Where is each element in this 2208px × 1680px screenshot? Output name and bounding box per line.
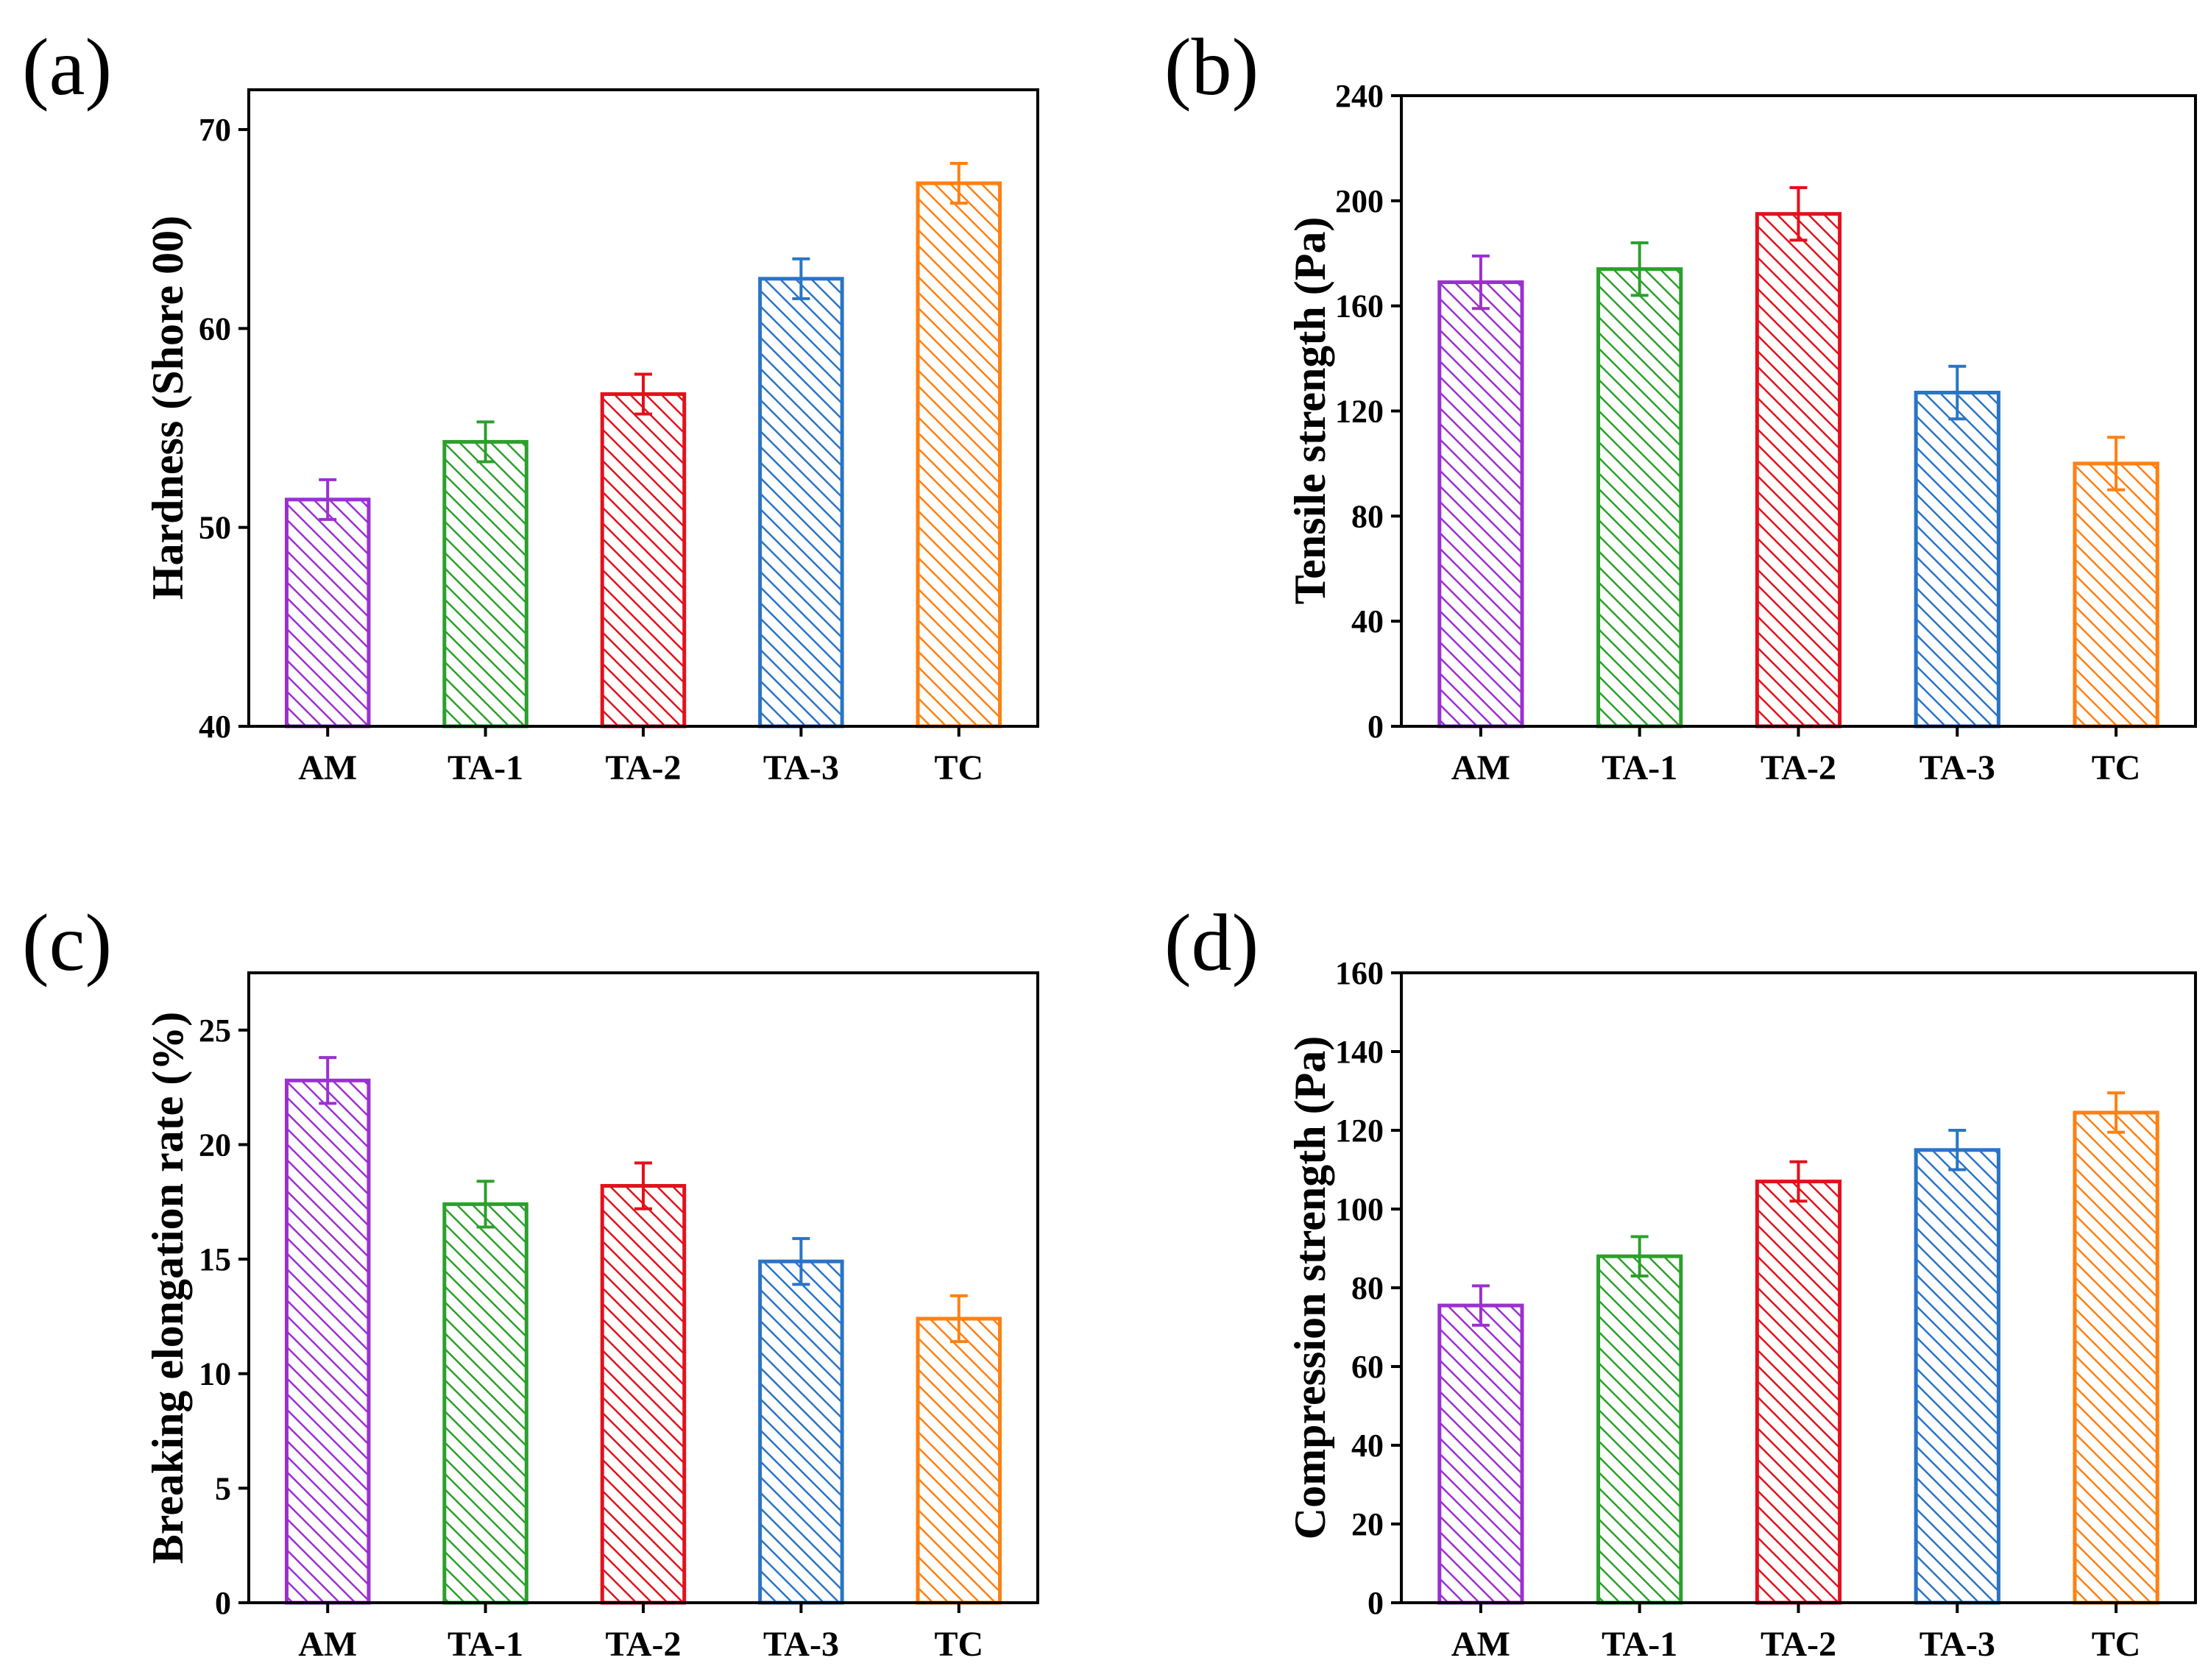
x-tick-label: TC: [2092, 1625, 2141, 1664]
plot-frame: [247, 88, 1039, 728]
y-tick-label: 80: [1351, 1270, 1384, 1306]
x-tick-label: TA-1: [447, 748, 523, 787]
x-tick-label: TC: [934, 748, 983, 787]
y-tick-label: 0: [1367, 1585, 1384, 1621]
plot-frame: [247, 971, 1039, 1604]
y-tick-label: 60: [1351, 1349, 1384, 1385]
y-tick-label: 20: [199, 1127, 231, 1163]
x-tick-label: TA-1: [1602, 748, 1677, 787]
x-tick-label: TA-1: [447, 1625, 523, 1664]
bar-ta-2: [1755, 1180, 1842, 1605]
plot-frame: [1400, 971, 2197, 1604]
bar-tc: [2073, 461, 2159, 729]
y-tick-label: 10: [199, 1356, 231, 1392]
y-tick-label: 20: [1351, 1506, 1384, 1542]
x-tick-label: TA-2: [605, 1625, 681, 1664]
panel-letter: (a): [22, 22, 112, 112]
chart-panel-d: (d) 0 20 40 60 80 100 120 140 160 AM TA-1 TA-2 TA-3 TC…: [1164, 898, 2197, 1664]
y-tick-label: 200: [1335, 183, 1384, 219]
y-axis-title: Breaking elongation rate (%): [144, 1012, 192, 1564]
x-tick-label: TA-1: [1602, 1625, 1677, 1664]
y-tick-label: 140: [1335, 1034, 1384, 1070]
x-tick-label: TA-2: [1761, 1625, 1836, 1664]
bar-ta-1: [1596, 267, 1683, 729]
x-tick-label: TA-2: [605, 748, 681, 787]
x-tick-label: TA-2: [1761, 748, 1836, 787]
y-tick-label: 160: [1335, 288, 1384, 325]
y-tick-label: 40: [1351, 603, 1384, 639]
chart-panel-a: (a) 40 50 60 70 AM TA-1 TA-2 TA-3 TC Hardness (Sho…: [22, 22, 1039, 787]
x-tick-label: AM: [1451, 1625, 1510, 1664]
bar-ta-2: [600, 1183, 687, 1605]
chart-panel-b: (b) 0 40 80 120 160 200 240 AM TA-1 TA-2 TA-3 TC Tens…: [1164, 22, 2197, 787]
chart-panel-c: (c) 0 5 10 15 20 25 AM TA-1 TA-2 TA-3 TC Breaking el…: [22, 898, 1039, 1664]
bar-tc: [916, 181, 1002, 729]
y-axis-title: Compression strength (Pa): [1286, 1036, 1334, 1539]
y-tick-label: 0: [1367, 709, 1384, 745]
bar-am: [1437, 1303, 1524, 1605]
y-tick-label: 120: [1335, 1113, 1384, 1149]
x-tick-label: TA-3: [1919, 748, 1995, 787]
bar-am: [284, 1078, 371, 1605]
bar-ta-3: [1914, 1148, 2000, 1605]
y-tick-label: 40: [199, 709, 231, 745]
x-tick-label: AM: [1451, 748, 1510, 787]
y-tick-label: 15: [199, 1241, 231, 1277]
x-tick-label: AM: [298, 1625, 357, 1664]
bar-am: [1437, 280, 1524, 729]
x-tick-label: TC: [2092, 748, 2141, 787]
y-tick-label: 40: [1351, 1428, 1384, 1464]
y-tick-label: 240: [1335, 78, 1384, 114]
panel-letter: (d): [1164, 898, 1259, 988]
y-tick-label: 50: [199, 510, 231, 546]
y-tick-label: 70: [199, 112, 231, 148]
y-axis-title: Tensile strength (Pa): [1286, 217, 1334, 605]
bar-ta-3: [758, 1259, 844, 1605]
y-axis-title: Hardness (Shore 00): [144, 216, 192, 600]
x-tick-label: TA-3: [763, 748, 839, 787]
bar-ta-1: [442, 439, 528, 729]
panel-letter: (b): [1164, 22, 1259, 112]
plot-frame: [1400, 94, 2197, 728]
y-tick-label: 80: [1351, 498, 1384, 534]
bar-am: [284, 497, 371, 729]
bar-ta-1: [442, 1202, 528, 1605]
bar-ta-2: [600, 392, 687, 729]
y-tick-label: 0: [215, 1585, 231, 1621]
bar-tc: [916, 1316, 1002, 1605]
bar-tc: [2073, 1110, 2159, 1605]
y-tick-label: 25: [199, 1013, 231, 1049]
bar-ta-1: [1596, 1254, 1683, 1605]
bar-ta-2: [1755, 212, 1842, 729]
y-tick-label: 100: [1335, 1191, 1384, 1227]
y-tick-label: 120: [1335, 394, 1384, 430]
x-tick-label: TA-3: [1919, 1625, 1995, 1664]
bar-ta-3: [1914, 391, 2000, 729]
y-tick-label: 160: [1335, 955, 1384, 991]
y-tick-label: 60: [199, 311, 231, 347]
y-tick-label: 5: [215, 1470, 231, 1506]
bar-ta-3: [758, 277, 844, 729]
x-tick-label: AM: [298, 748, 357, 787]
x-tick-label: TA-3: [763, 1625, 839, 1664]
panel-letter: (c): [22, 898, 112, 988]
x-tick-label: TC: [934, 1625, 983, 1664]
